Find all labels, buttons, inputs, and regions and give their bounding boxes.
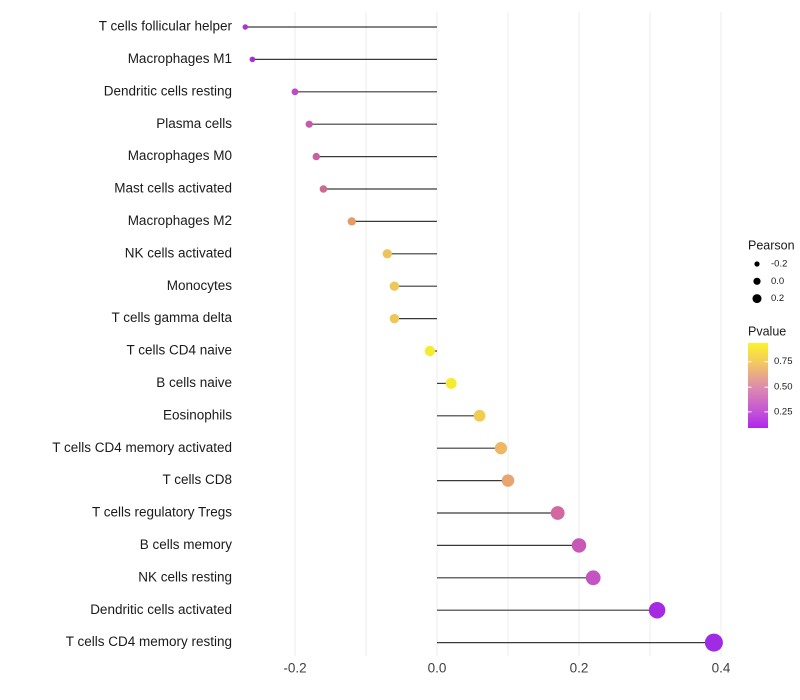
legend-size-label: 0.2 (771, 293, 784, 304)
lollipop-dot (291, 88, 299, 96)
lollipop-dot (305, 120, 313, 128)
y-axis-label: T cells follicular helper (99, 19, 233, 34)
lollipop-dot (585, 570, 601, 586)
lollipop-dot (501, 474, 515, 487)
lollipop-dot (382, 249, 392, 259)
y-axis-label: Dendritic cells resting (104, 83, 232, 98)
lollipop-dot (445, 377, 457, 389)
lollipop-dot (424, 345, 436, 357)
y-axis-label: Macrophages M2 (128, 213, 232, 228)
y-axis-label: B cells naive (156, 375, 232, 390)
y-axis-label: Macrophages M1 (128, 51, 232, 66)
legend-size-dot (752, 294, 762, 304)
y-axis-label: Eosinophils (163, 407, 232, 422)
lollipop-dot (319, 185, 328, 193)
y-axis-label: B cells memory (140, 537, 233, 552)
legend-color-label: 0.25 (774, 406, 793, 417)
legend-size-label: -0.2 (771, 259, 787, 270)
y-axis-label: T cells CD8 (162, 472, 232, 487)
lollipop-dot (550, 506, 565, 520)
lollipop-dot (473, 409, 486, 422)
y-axis-label: Macrophages M0 (128, 148, 232, 163)
lollipop-dot (494, 442, 508, 455)
x-axis-tick-label: -0.2 (283, 661, 306, 676)
x-axis-tick-label: 0.0 (428, 661, 447, 676)
y-axis-label: T cells gamma delta (111, 310, 232, 325)
lollipop-dot (571, 538, 587, 553)
y-axis-label: T cells CD4 memory resting (66, 634, 232, 649)
y-axis-label: Plasma cells (156, 116, 232, 131)
legend-color-label: 0.50 (774, 382, 793, 393)
lollipop-dot (648, 601, 666, 619)
x-axis-tick-label: 0.4 (712, 661, 731, 676)
y-axis-label: NK cells resting (138, 569, 232, 584)
y-axis-label: T cells regulatory Tregs (92, 505, 232, 520)
y-axis-label: NK cells activated (125, 245, 232, 260)
legend-size-label: 0.0 (771, 276, 784, 287)
legend-size-dot (754, 261, 760, 267)
legend-size-title: Pearson (748, 238, 795, 252)
lollipop-dot (312, 152, 320, 161)
lollipop-dot (242, 24, 249, 30)
legend-size-dot (753, 277, 761, 285)
lollipop-dot (389, 281, 400, 291)
lollipop-dot (347, 217, 356, 226)
y-axis-label: Dendritic cells activated (90, 602, 232, 617)
legend-gradient-bar (748, 343, 768, 428)
y-axis-label: T cells CD4 memory activated (52, 440, 232, 455)
lollipop-dot (389, 313, 400, 324)
legend-color-label: 0.75 (774, 356, 793, 367)
x-axis-tick-label: 0.2 (570, 661, 589, 676)
lollipop-dot (704, 633, 723, 652)
legend-color-title: Pvalue (748, 324, 786, 338)
y-axis-label: Monocytes (167, 278, 233, 293)
lollipop-dot (249, 56, 256, 63)
y-axis-label: Mast cells activated (114, 181, 232, 196)
y-axis-label: T cells CD4 naive (126, 343, 232, 358)
